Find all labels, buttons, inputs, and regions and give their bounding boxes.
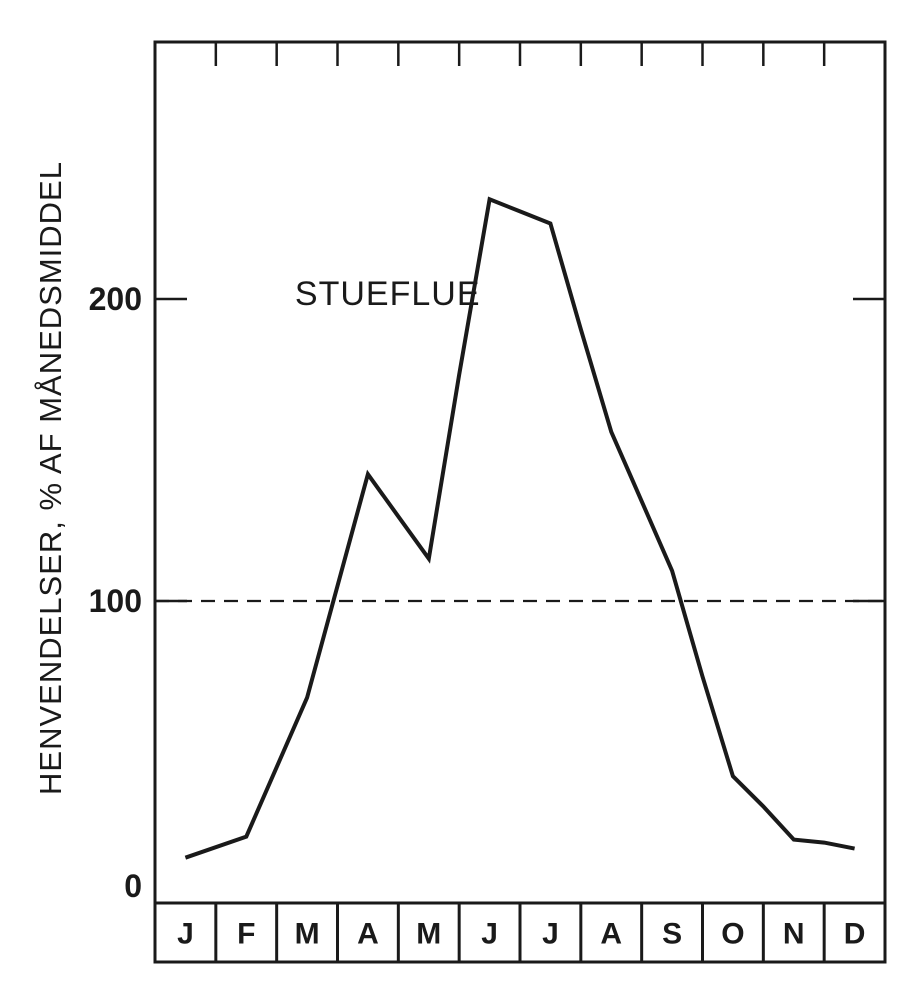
month-label: J [542, 918, 559, 951]
y-axis-label: HENVENDELSER, % AF MÅNEDSMIDDEL [33, 161, 68, 795]
y-tick-label: 200 [89, 281, 142, 317]
y-axis: 0 100 200 [89, 281, 885, 904]
series-annotation: STUEFLUE [295, 275, 481, 313]
month-label: D [844, 918, 866, 951]
text-group: HENVENDELSER, % AF MÅNEDSMIDDEL STUEFLUE [33, 161, 481, 795]
y-tick-label: 100 [89, 583, 142, 619]
plot-frame [153, 40, 887, 905]
y-tick-label: 0 [124, 868, 142, 904]
month-label: N [783, 918, 805, 951]
month-label: M [416, 918, 441, 951]
month-label: J [177, 918, 194, 951]
month-label: M [295, 918, 320, 951]
month-label: F [237, 918, 255, 951]
month-label: A [357, 918, 379, 951]
series-line-stueflue [184, 196, 855, 860]
month-label: O [721, 918, 744, 951]
month-label: J [481, 918, 498, 951]
month-label: S [662, 918, 682, 951]
month-label: A [600, 918, 622, 951]
series-group [184, 196, 855, 860]
plot-border [153, 40, 887, 905]
